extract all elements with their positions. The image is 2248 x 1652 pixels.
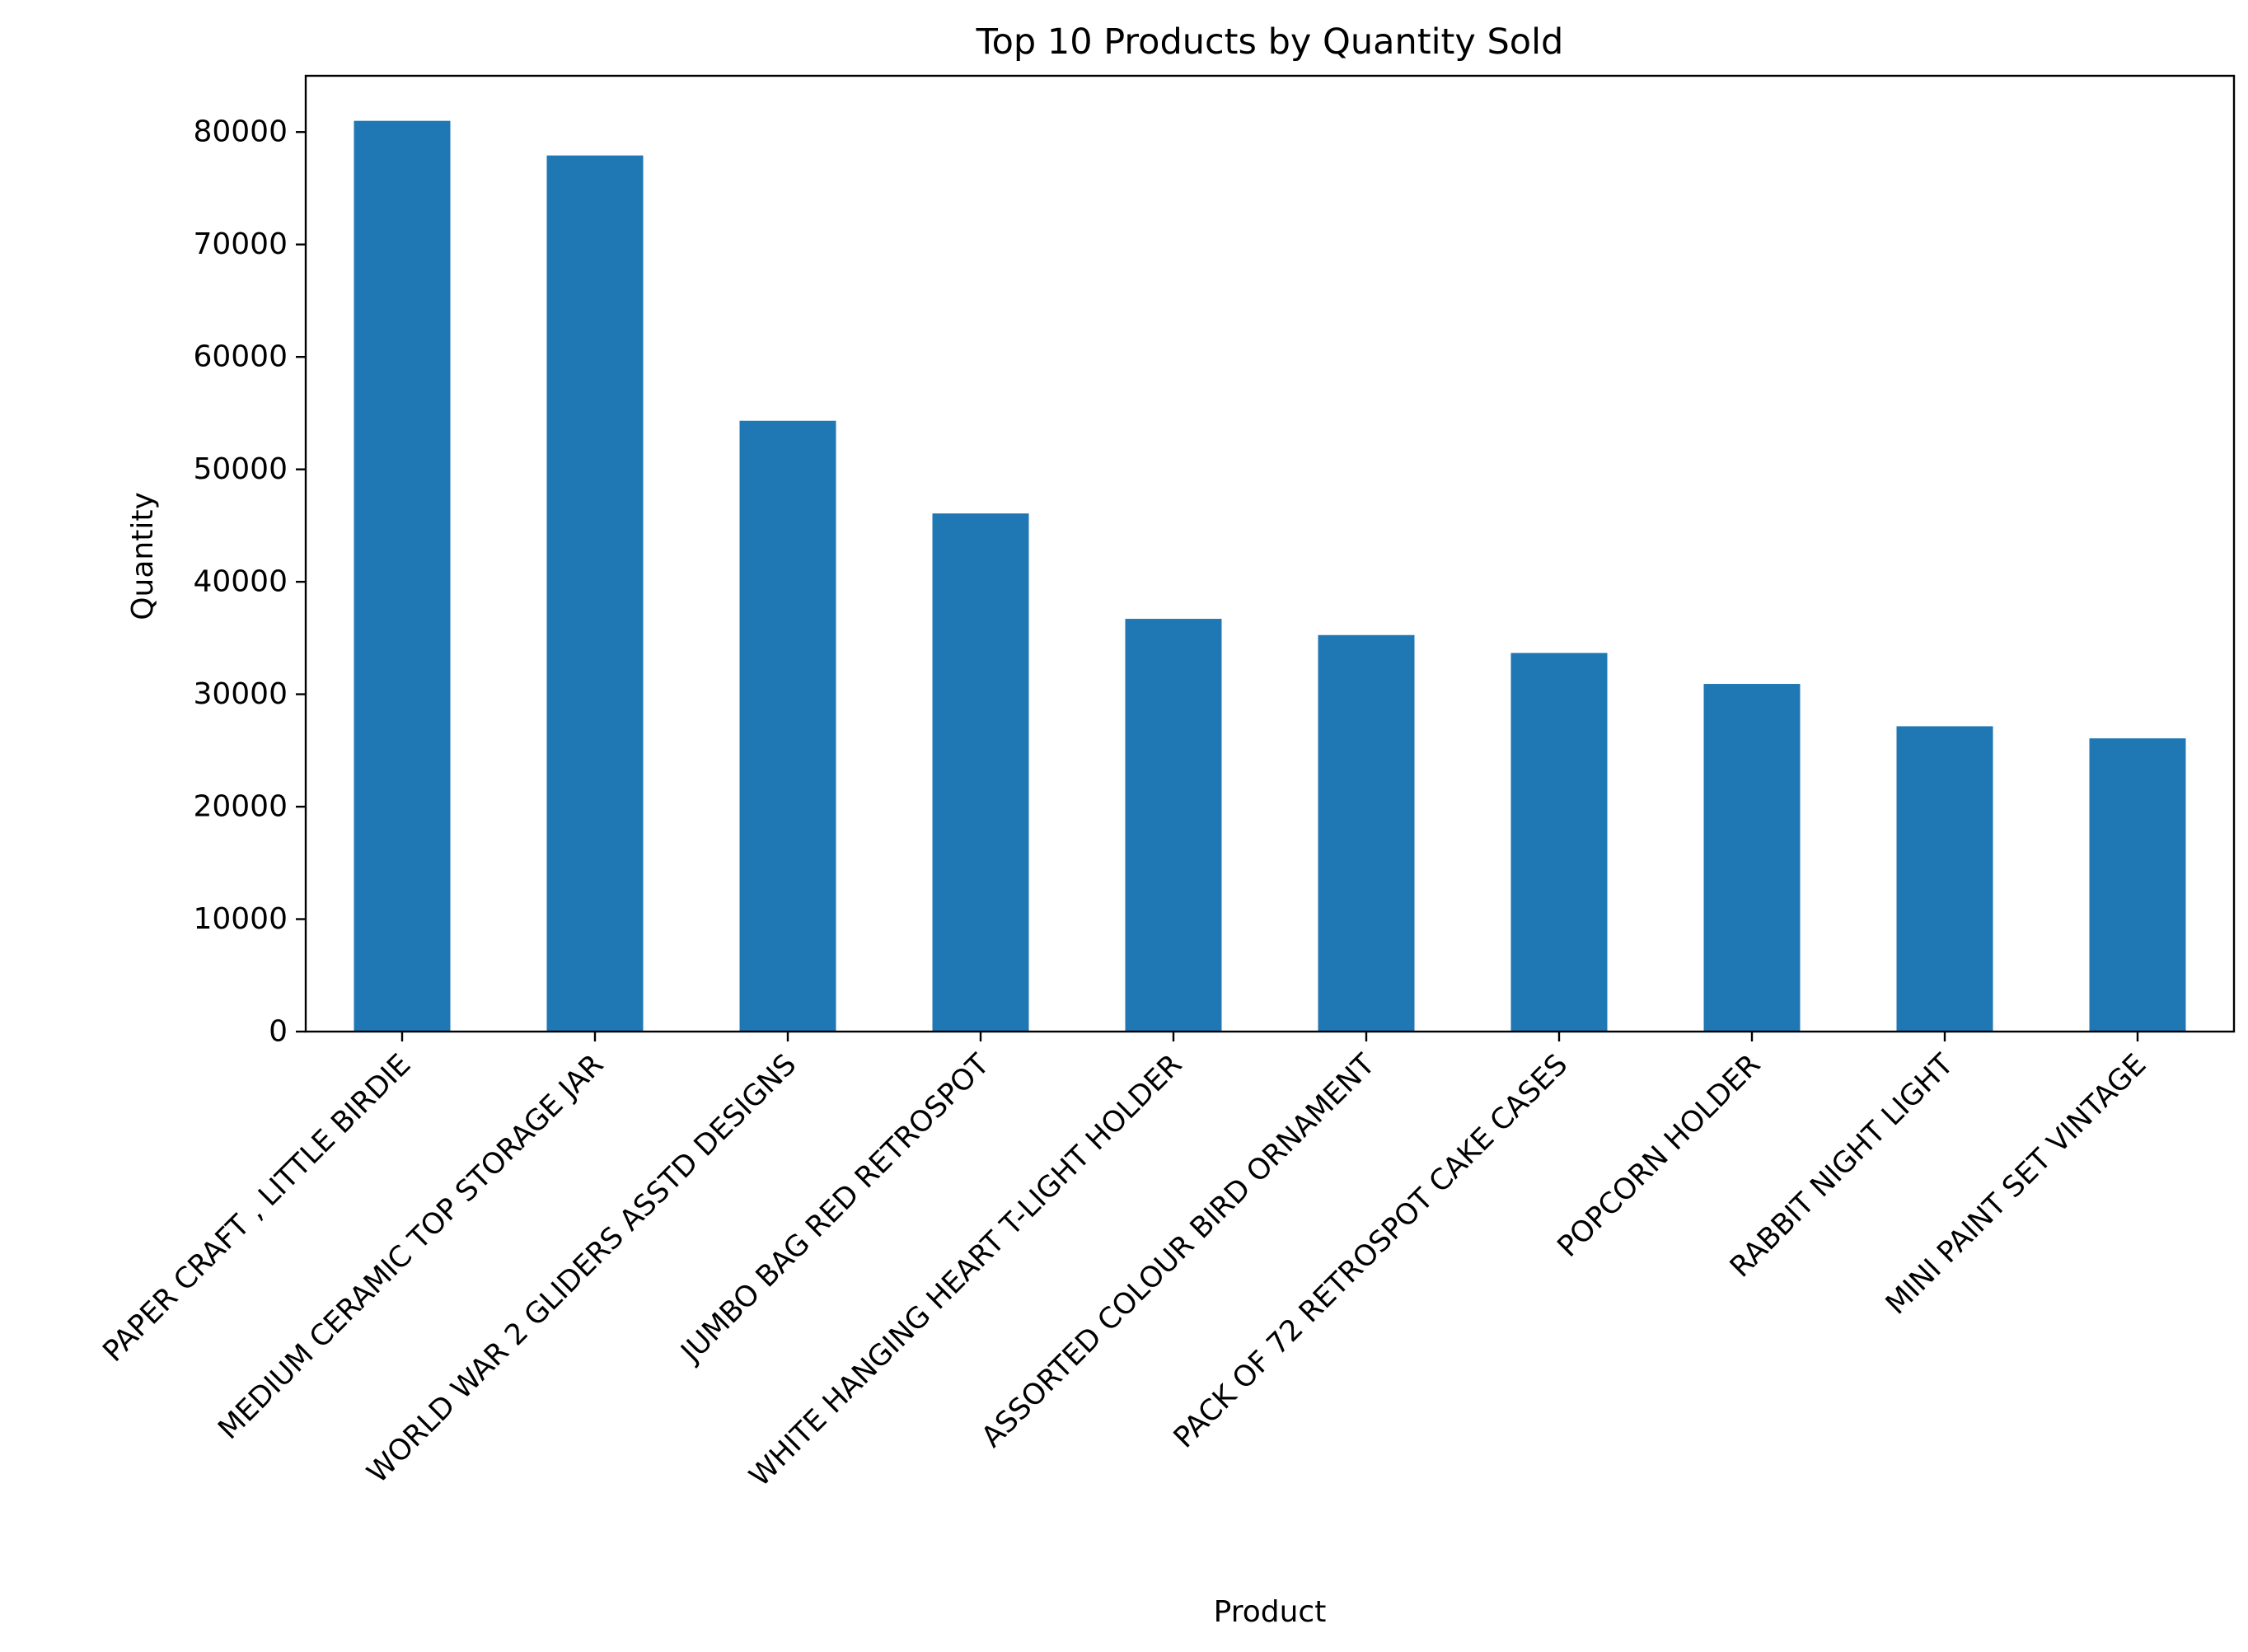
bar: [1125, 619, 1222, 1032]
bar: [932, 513, 1029, 1032]
y-tick-label: 80000: [193, 115, 288, 149]
bar: [1318, 634, 1415, 1032]
bar: [739, 420, 836, 1032]
y-tick-label: 40000: [193, 565, 288, 599]
x-axis-label: Product: [1214, 1595, 1327, 1629]
plot-frame: [304, 74, 2236, 1033]
y-tick-label: 30000: [193, 677, 288, 711]
y-tick-label: 10000: [193, 902, 288, 936]
bar: [1896, 726, 1993, 1032]
bars-layer: [354, 120, 2186, 1032]
bar: [2089, 738, 2186, 1032]
bar: [1703, 684, 1801, 1032]
y-tick-label: 50000: [193, 452, 288, 486]
y-tick-label: 0: [269, 1015, 288, 1049]
bar: [354, 120, 451, 1032]
y-axis: 0 10000 20000 30000 40000 50000 60000 70000 8000…: [193, 115, 306, 1049]
y-axis-label: Quantity: [126, 492, 160, 620]
chart-title: Top 10 Products by Quantity Sold: [976, 21, 1564, 63]
y-tick-label: 60000: [193, 340, 288, 374]
y-tick-label: 20000: [193, 790, 288, 824]
bar: [1510, 653, 1608, 1032]
y-tick-label: 70000: [193, 227, 288, 261]
bar: [546, 155, 644, 1032]
